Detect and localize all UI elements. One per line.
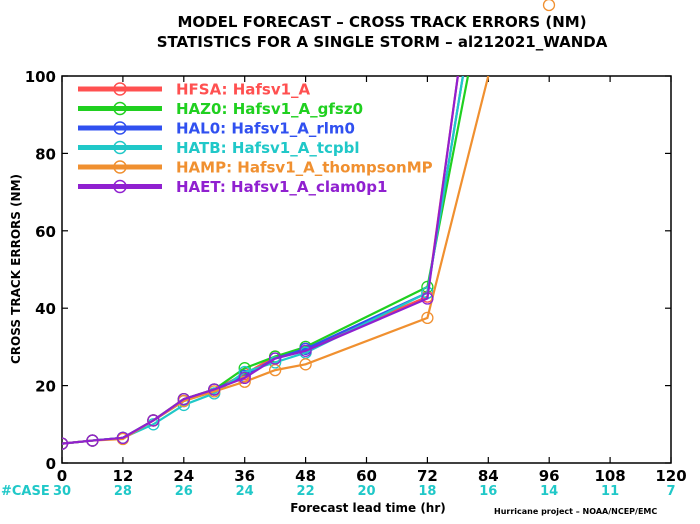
- y-tick-label: 20: [35, 378, 56, 396]
- plot-area: 0301228242636244822602072188416961410811…: [25, 0, 687, 499]
- case-count: 14: [540, 484, 558, 499]
- legend-marker: [113, 179, 127, 194]
- series-point: [177, 392, 190, 406]
- case-count: 28: [114, 484, 132, 499]
- legend-marker: [113, 140, 127, 155]
- series-point: [299, 344, 312, 357]
- series-group: [62, 76, 490, 450]
- x-tick-label: 96: [539, 467, 560, 485]
- x-tick-label: 36: [234, 467, 255, 485]
- series-point: [268, 352, 282, 365]
- x-tick-label: 60: [356, 467, 377, 485]
- y-tick-label: 40: [35, 300, 56, 318]
- series-point: [62, 437, 69, 450]
- series-point: [238, 371, 251, 385]
- legend-marker: [113, 121, 127, 135]
- series-point: [147, 414, 160, 427]
- legend-marker: [113, 160, 127, 174]
- legend-marker: [113, 101, 127, 116]
- y-tick-label: 60: [35, 223, 56, 241]
- case-count: 30: [53, 484, 71, 499]
- series-point: [116, 431, 130, 444]
- series-point: [421, 311, 434, 325]
- x-tick-label: 72: [417, 467, 438, 485]
- y-tick-label: 0: [46, 455, 56, 473]
- legend-label: HAZ0: Hafsv1_A_gfsz0: [176, 100, 363, 118]
- y-axis-label: CROSS TRACK ERRORS (NM): [9, 174, 23, 364]
- legend-label: HAMP: Hafsv1_A_thompsonMP: [176, 159, 433, 177]
- chart-title-line2: STATISTICS FOR A SINGLE STORM – al212021…: [157, 33, 608, 51]
- legend-label: HAL0: Hafsv1_A_rlm0: [176, 120, 355, 138]
- series-point: [299, 358, 312, 371]
- case-count: 18: [418, 484, 436, 499]
- x-tick-label: 0: [57, 467, 67, 485]
- series-point: [238, 375, 251, 388]
- chart-title-line1: MODEL FORECAST – CROSS TRACK ERRORS (NM): [177, 13, 586, 31]
- y-tick-label: 80: [35, 145, 56, 163]
- case-count: 22: [297, 484, 315, 499]
- case-count: 7: [666, 484, 675, 499]
- case-count-label: #CASE: [1, 484, 50, 499]
- case-count: 20: [357, 484, 375, 499]
- x-tick-label: 84: [478, 467, 499, 485]
- legend-label: HATB: Hafsv1_A_tcpbl: [176, 139, 360, 157]
- series-point: [208, 383, 221, 396]
- case-count: 24: [236, 484, 254, 499]
- series-line: [62, 76, 459, 445]
- outlier-marker: [542, 0, 556, 12]
- case-count: 11: [601, 484, 619, 499]
- case-count: 16: [479, 484, 497, 499]
- legend-label: HAET: Hafsv1_A_clam0p1: [176, 178, 387, 196]
- footer-credit: Hurricane project – NOAA/NCEP/EMC: [494, 507, 657, 516]
- series-point: [238, 362, 251, 375]
- x-axis-label: Forecast lead time (hr): [290, 501, 446, 515]
- plot-frame: [61, 75, 672, 464]
- x-tick-label: 12: [112, 467, 133, 485]
- case-count: 26: [175, 484, 193, 499]
- legend-label: HFSA: Hafsv1_A: [176, 81, 311, 99]
- y-tick-label: 100: [25, 68, 56, 86]
- series-point: [86, 434, 99, 447]
- series-point: [421, 292, 434, 305]
- legend-marker: [113, 82, 127, 96]
- x-tick-label: 48: [295, 467, 316, 485]
- x-tick-label: 108: [594, 467, 625, 485]
- x-tick-label: 120: [655, 467, 686, 485]
- x-tick-label: 24: [173, 467, 194, 485]
